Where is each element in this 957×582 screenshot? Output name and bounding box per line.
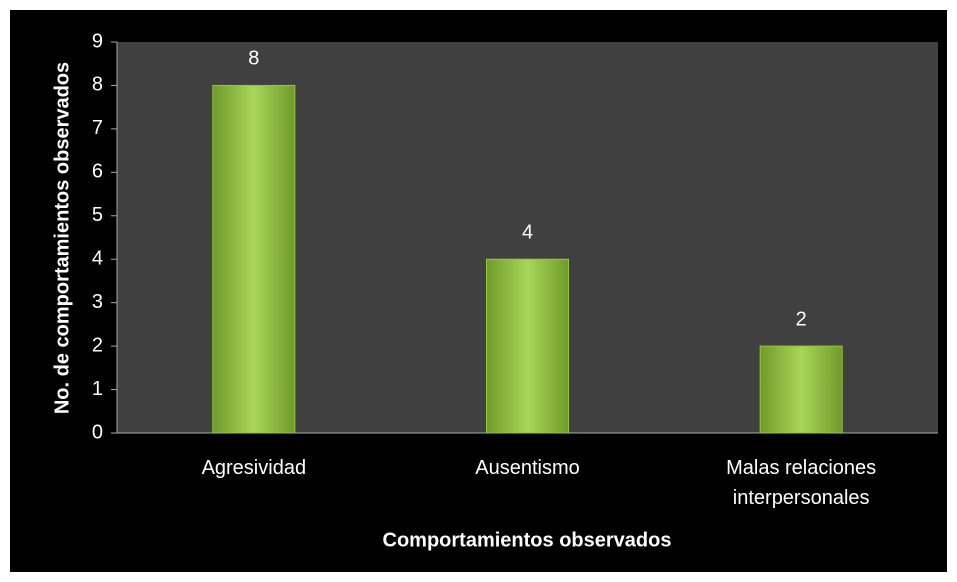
y-tick-label: 8 — [92, 74, 103, 96]
x-tick-label: Ausentismo — [475, 457, 580, 479]
y-tick-label: 0 — [92, 421, 103, 443]
y-tick-label: 5 — [92, 204, 103, 226]
x-tick-label: Agresividad — [201, 457, 307, 479]
y-tick-label: 2 — [92, 334, 103, 356]
data-label: 8 — [248, 48, 259, 70]
y-tick-label: 1 — [92, 378, 103, 400]
bar — [212, 84, 296, 434]
x-axis-title: Comportamientos observados — [383, 529, 672, 551]
data-label: 4 — [522, 222, 533, 244]
y-tick-label: 7 — [92, 117, 103, 139]
x-tick-label: Malas relaciones interpersonales — [726, 457, 877, 509]
bar — [486, 258, 569, 434]
y-axis-title: No. de comportamientos observados — [51, 62, 73, 414]
bar — [759, 345, 843, 434]
y-tick-label: 6 — [92, 161, 103, 183]
y-tick-label: 3 — [92, 291, 103, 313]
y-tick-label: 4 — [92, 248, 103, 270]
y-tick-label: 9 — [92, 30, 103, 52]
data-label: 2 — [796, 308, 807, 330]
